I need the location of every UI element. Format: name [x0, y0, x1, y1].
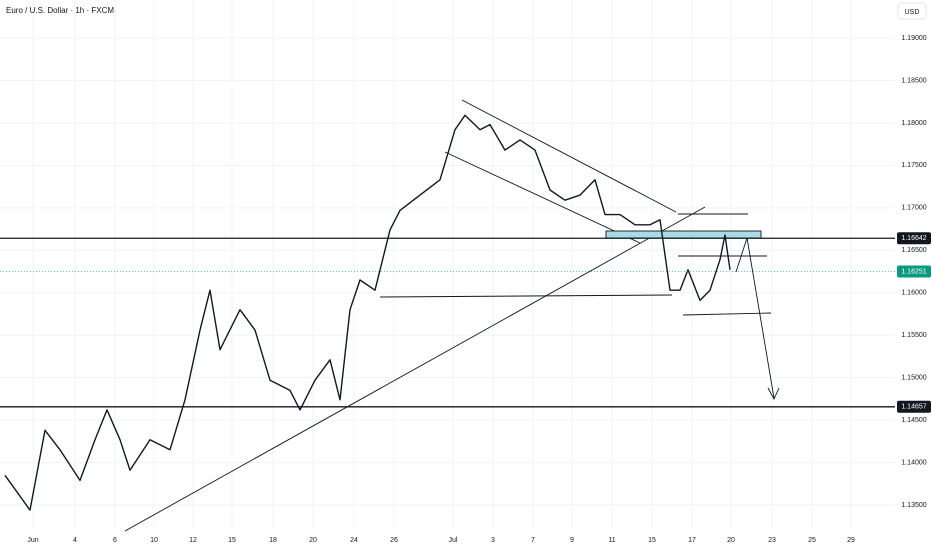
channel-top [461, 99, 677, 213]
x-tick-label: 4 [73, 537, 77, 544]
x-tick-label: 3 [491, 537, 495, 544]
x-tick-label: Jun [27, 537, 38, 544]
y-tick-label: 1.15000 [901, 375, 926, 382]
y-tick-label: 1.14000 [901, 459, 926, 466]
x-tick-label: 7 [531, 537, 535, 544]
level-label-bg [897, 400, 931, 413]
y-tick-label: 1.17500 [901, 162, 926, 169]
y-tick-label: 1.15500 [901, 332, 926, 339]
y-tick-label: 1.13500 [901, 502, 926, 509]
level-label-bg [897, 232, 931, 245]
x-tick-label: 26 [390, 537, 398, 544]
x-tick-label: 25 [808, 537, 816, 544]
y-tick-label: 1.19000 [901, 35, 926, 42]
x-tick-label: 9 [570, 537, 574, 544]
y-tick-label: 1.18000 [901, 120, 926, 127]
x-tick-label: 11 [608, 537, 615, 544]
x-tick-label: 17 [688, 537, 696, 544]
x-tick-label: 15 [648, 537, 656, 544]
x-tick-label: 18 [269, 537, 277, 544]
currency-box [897, 2, 927, 20]
x-tick-label: 20 [727, 537, 735, 544]
x-tick-label: 20 [309, 537, 317, 544]
y-tick-label: 1.18500 [901, 77, 926, 84]
x-tick-label: 29 [847, 537, 855, 544]
trendline [124, 206, 706, 532]
channel-bottom [444, 151, 641, 244]
arrow-head [767, 387, 780, 401]
currency: USD [905, 9, 920, 16]
range-line [682, 312, 772, 316]
level-label: 1.16642 [901, 235, 926, 242]
y-tick-label: 1.14500 [901, 417, 926, 424]
last-price-label: 1.16251 [901, 268, 926, 275]
x-tick-label: 24 [350, 537, 358, 544]
x-tick-label: 15 [228, 537, 236, 544]
y-tick-label: 1.16500 [901, 247, 926, 254]
drawings [124, 99, 780, 532]
plot [0, 114, 895, 511]
price-line [4, 114, 731, 511]
chart-title: Euro / U.S. Dollar · 1h · FXCM [6, 6, 114, 15]
x-tick-label: 12 [189, 537, 197, 544]
x-tick-label: 23 [768, 537, 776, 544]
x-tick-label: 10 [150, 537, 158, 544]
y-tick-label: 1.16000 [901, 290, 926, 297]
level-label: 1.14657 [901, 404, 926, 411]
support-line [379, 294, 673, 298]
x-tick-label: 6 [113, 537, 117, 544]
last-price-bg [897, 265, 931, 278]
zone [605, 230, 762, 239]
y-tick-label: 1.17000 [901, 205, 926, 212]
x-tick-label: Jul [449, 537, 458, 544]
grid [0, 0, 895, 530]
